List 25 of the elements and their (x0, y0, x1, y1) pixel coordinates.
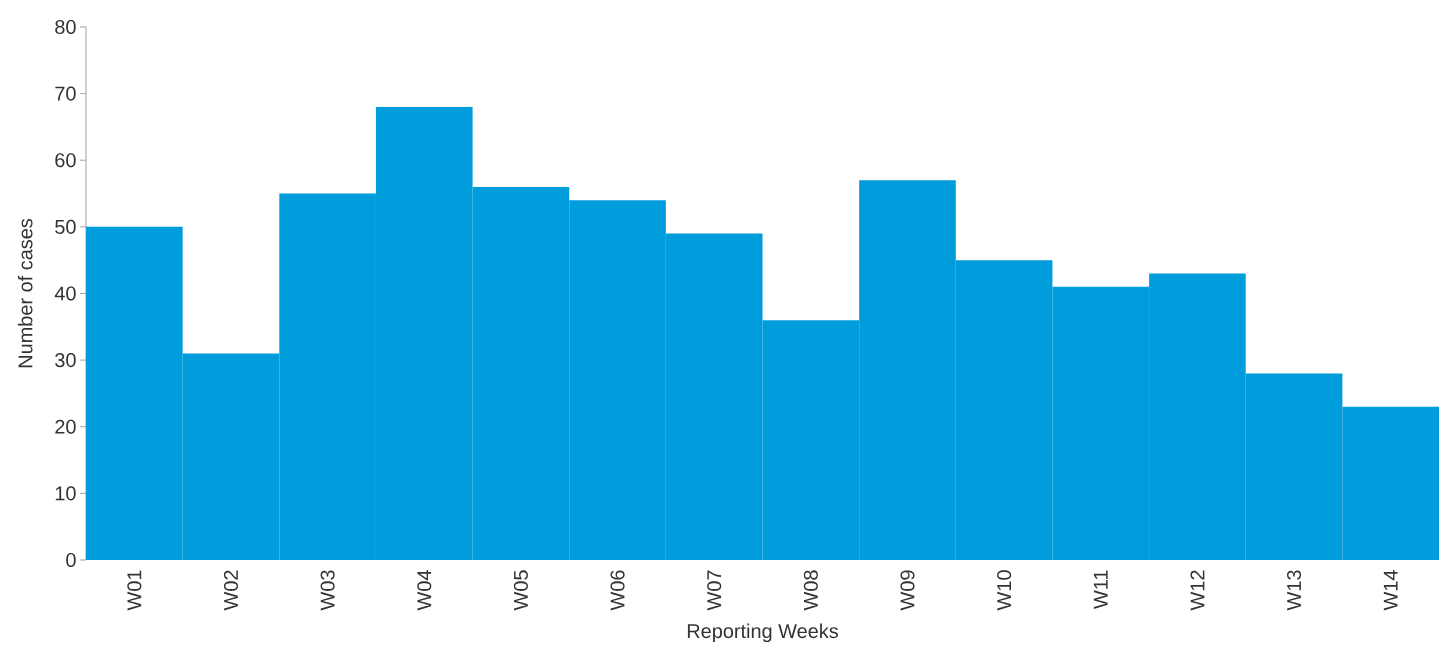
y-tick-label: 80 (55, 19, 76, 35)
x-tick-label: W02 (223, 570, 239, 611)
x-tick-label: W04 (417, 570, 432, 611)
y-tick-label: 50 (55, 219, 76, 234)
y-tick-label: 70 (55, 86, 76, 101)
x-tick-label: W07 (707, 570, 722, 611)
y-tick-label: 0 (66, 552, 76, 568)
x-tick-label: W14 (1383, 570, 1398, 611)
y-tick-label: 20 (55, 419, 76, 434)
x-tick-label: W05 (513, 570, 528, 611)
x-tick-label: W08 (803, 570, 818, 611)
x-tick-label: W03 (320, 570, 335, 611)
y-tick-label: 40 (54, 286, 76, 301)
x-tick-label: W09 (900, 570, 915, 611)
x-tick-label: W12 (1190, 570, 1205, 611)
x-tick-label: W01 (127, 570, 142, 611)
x-tick-label: W06 (610, 570, 625, 611)
y-axis-title: Number of cases (17, 218, 33, 368)
x-tick-label: W10 (997, 570, 1012, 611)
y-tick-label: 60 (55, 153, 76, 168)
y-tick-label: 30 (55, 353, 76, 368)
y-tick-label: 10 (55, 486, 76, 501)
x-tick-label: W11 (1093, 570, 1108, 609)
x-tick-label: W13 (1287, 570, 1302, 611)
x-axis-title: Reporting Weeks (687, 623, 838, 643)
